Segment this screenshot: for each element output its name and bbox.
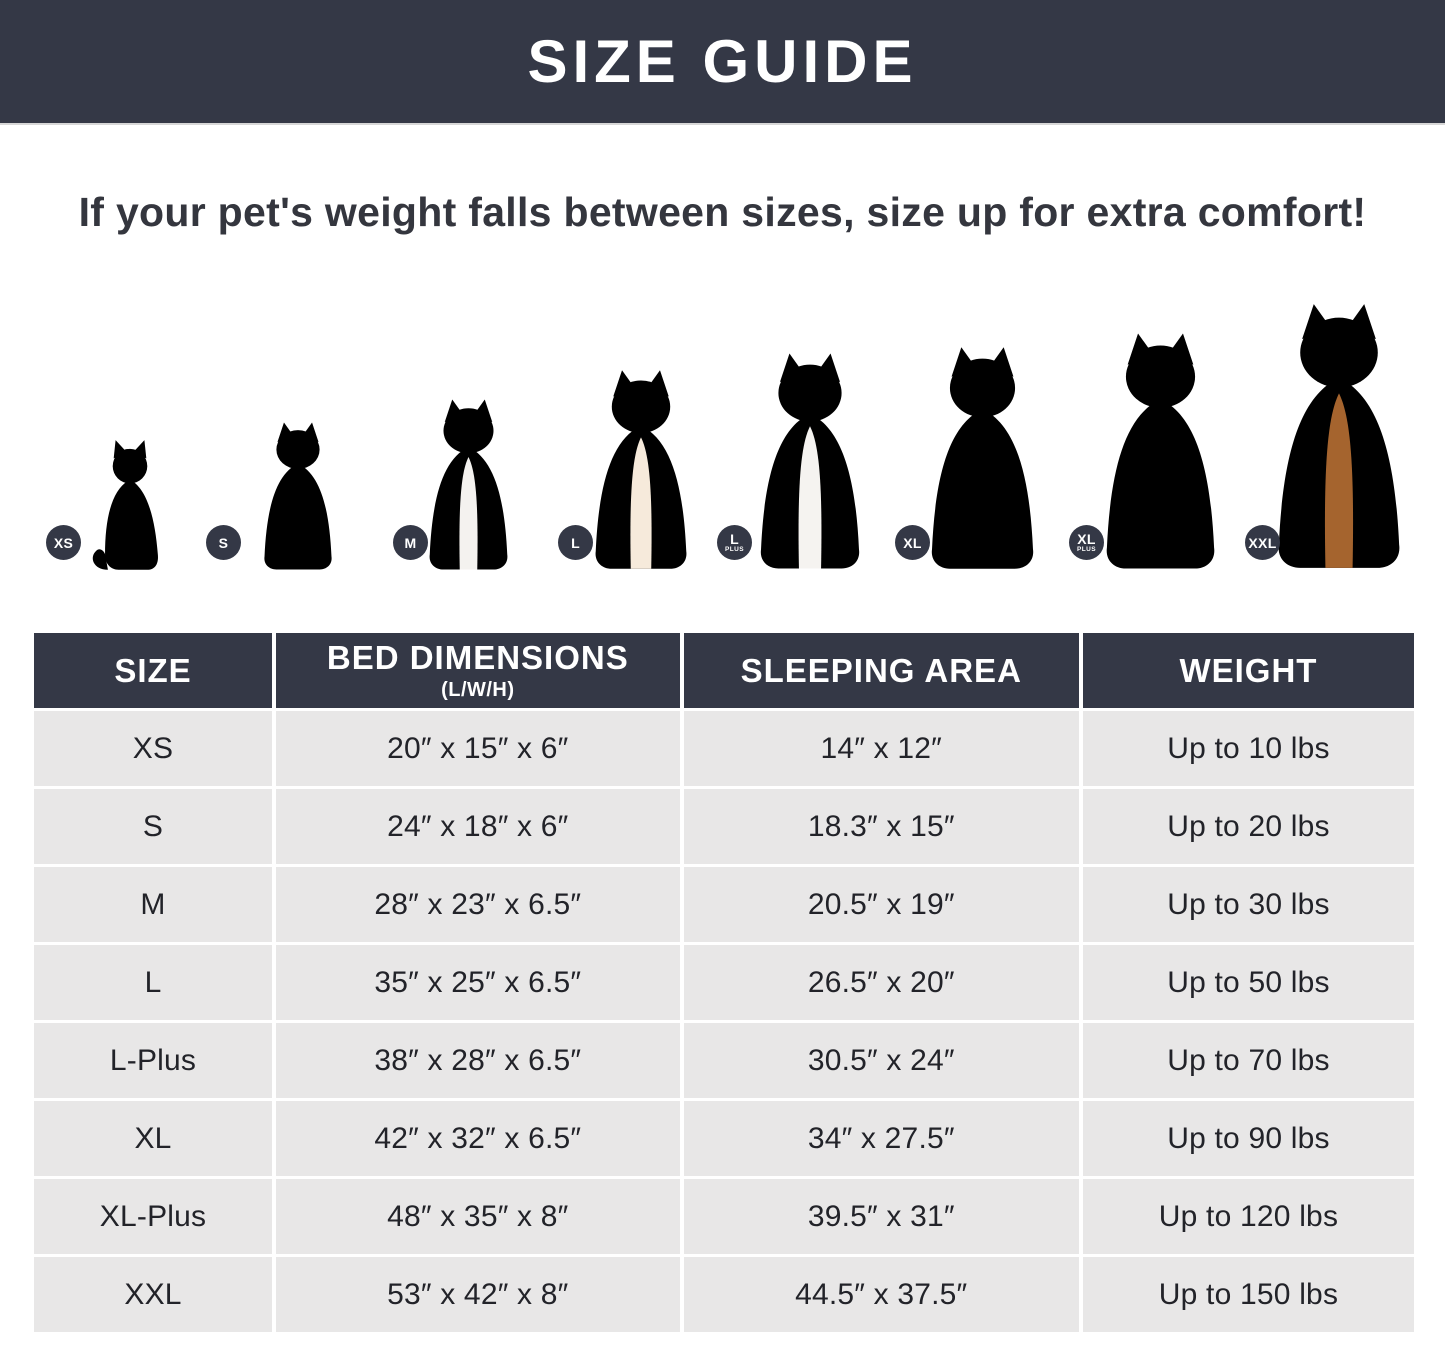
size-badge-l: L	[558, 525, 593, 560]
cell-size: XS	[34, 711, 273, 786]
cell-size: XL-Plus	[34, 1179, 273, 1254]
cell-sleeping-area: 26.5″ x 20″	[683, 945, 1079, 1020]
cell-sleeping-area: 34″ x 27.5″	[683, 1101, 1079, 1176]
cell-bed-dimensions: 35″ x 25″ x 6.5″	[276, 945, 680, 1020]
cell-bed-dimensions: 20″ x 15″ x 6″	[276, 711, 680, 786]
table-row-xl-plus: XL-Plus 48″ x 35″ x 8″ 39.5″ x 31″ Up to…	[34, 1179, 1414, 1254]
cell-bed-dimensions: 42″ x 32″ x 6.5″	[276, 1101, 680, 1176]
size-badge-s: S	[206, 525, 241, 560]
cell-size: XXL	[34, 1257, 273, 1332]
column-header-bed-dimensions: BED DIMENSIONS (L/W/H)	[276, 633, 680, 708]
subtitle-row: If your pet's weight falls between sizes…	[0, 125, 1445, 300]
cell-bed-dimensions: 38″ x 28″ x 6.5″	[276, 1023, 680, 1098]
cell-weight: Up to 20 lbs	[1082, 789, 1414, 864]
cell-sleeping-area: 39.5″ x 31″	[683, 1179, 1079, 1254]
cell-size: L	[34, 945, 273, 1020]
subtitle-text: If your pet's weight falls between sizes…	[78, 189, 1367, 235]
size-badge-xxl: XXL	[1245, 525, 1280, 560]
cell-sleeping-area: 30.5″ x 24″	[683, 1023, 1079, 1098]
table-row-xl: XL 42″ x 32″ x 6.5″ 34″ x 27.5″ Up to 90…	[34, 1101, 1414, 1176]
title-bar: SIZE GUIDE	[0, 0, 1445, 125]
table-row-xxl: XXL 53″ x 42″ x 8″ 44.5″ x 37.5″ Up to 1…	[34, 1257, 1414, 1332]
cell-bed-dimensions: 24″ x 18″ x 6″	[276, 789, 680, 864]
cell-size: M	[34, 867, 273, 942]
cell-weight: Up to 70 lbs	[1082, 1023, 1414, 1098]
column-header-sleeping-area: SLEEPING AREA	[683, 633, 1079, 708]
table-row-m: M 28″ x 23″ x 6.5″ 20.5″ x 19″ Up to 30 …	[34, 867, 1414, 942]
size-badge-m: M	[393, 525, 428, 560]
cell-weight: Up to 150 lbs	[1082, 1257, 1414, 1332]
cell-size: XL	[34, 1101, 273, 1176]
column-header-weight: WEIGHT	[1082, 633, 1414, 708]
cell-bed-dimensions: 48″ x 35″ x 8″	[276, 1179, 680, 1254]
cell-sleeping-area: 18.3″ x 15″	[683, 789, 1079, 864]
table-header-row: SIZE BED DIMENSIONS (L/W/H) SLEEPING ARE…	[34, 633, 1414, 708]
size-badge-xs: XS	[46, 525, 81, 560]
cell-weight: Up to 90 lbs	[1082, 1101, 1414, 1176]
cell-bed-dimensions: 28″ x 23″ x 6.5″	[276, 867, 680, 942]
size-badge-xl: XL	[895, 525, 930, 560]
cell-sleeping-area: 20.5″ x 19″	[683, 867, 1079, 942]
table-row-s: S 24″ x 18″ x 6″ 18.3″ x 15″ Up to 20 lb…	[34, 789, 1414, 864]
size-table: SIZE BED DIMENSIONS (L/W/H) SLEEPING ARE…	[30, 630, 1418, 1335]
cell-weight: Up to 50 lbs	[1082, 945, 1414, 1020]
column-header-bed-sub: (L/W/H)	[441, 679, 515, 701]
cell-bed-dimensions: 53″ x 42″ x 8″	[276, 1257, 680, 1332]
column-header-size: SIZE	[34, 633, 273, 708]
pet-size-lineup: XS S M L L PLUS XL XL PLUS XXL	[0, 300, 1445, 590]
size-table-section: SIZE BED DIMENSIONS (L/W/H) SLEEPING ARE…	[0, 630, 1445, 1335]
cell-size: S	[34, 789, 273, 864]
cell-weight: Up to 30 lbs	[1082, 867, 1414, 942]
pet-pomeranian-image	[244, 420, 352, 572]
size-badge-l-plus: L PLUS	[717, 525, 752, 560]
size-badge-xl-plus: XL PLUS	[1069, 525, 1104, 560]
cell-weight: Up to 10 lbs	[1082, 711, 1414, 786]
table-row-l: L 35″ x 25″ x 6.5″ 26.5″ x 20″ Up to 50 …	[34, 945, 1414, 1020]
table-row-l-plus: L-Plus 38″ x 28″ x 6.5″ 30.5″ x 24″ Up t…	[34, 1023, 1414, 1098]
pet-border-collie-image	[731, 350, 889, 572]
page-title: SIZE GUIDE	[527, 28, 918, 95]
cell-sleeping-area: 44.5″ x 37.5″	[683, 1257, 1079, 1332]
cell-size: L-Plus	[34, 1023, 273, 1098]
pet-cat-image	[82, 437, 178, 572]
table-row-xs: XS 20″ x 15″ x 6″ 14″ x 12″ Up to 10 lbs	[34, 711, 1414, 786]
cell-weight: Up to 120 lbs	[1082, 1179, 1414, 1254]
cell-sleeping-area: 14″ x 12″	[683, 711, 1079, 786]
